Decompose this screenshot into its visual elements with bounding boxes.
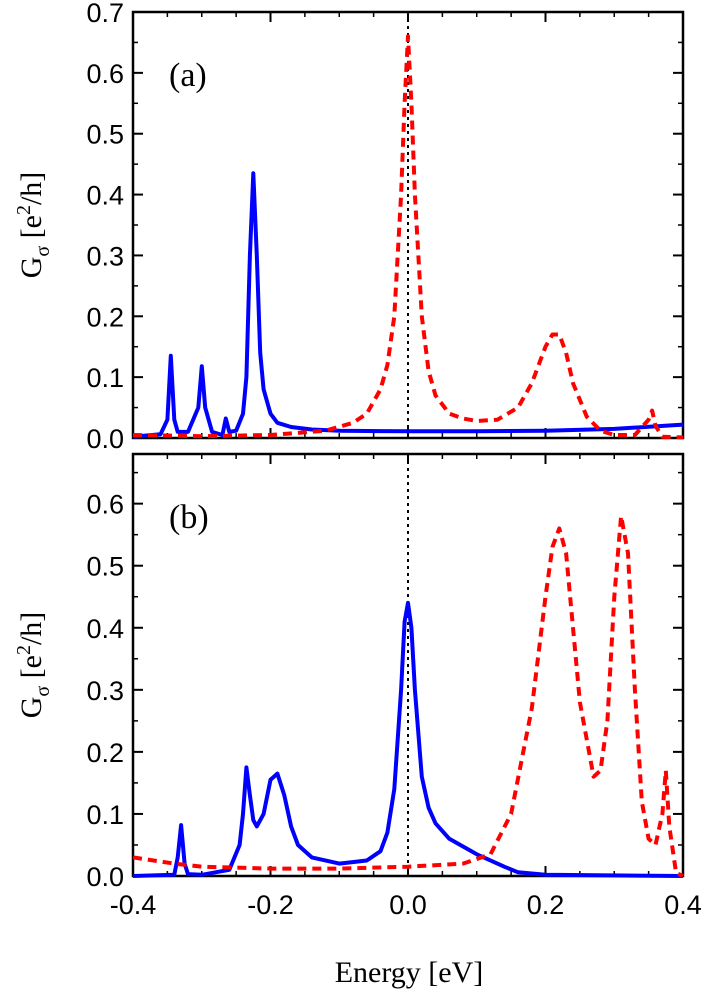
panel-label-a: (a) <box>169 57 207 94</box>
y-axis-label-close: /h] <box>15 172 48 205</box>
panel-label-b: (b) <box>169 499 209 536</box>
y-tick-label: 0.4 <box>86 181 124 211</box>
x-tick-label: -0.2 <box>247 890 294 920</box>
y-tick-label: 0.7 <box>86 0 124 28</box>
y-tick-label: 0.0 <box>86 862 124 892</box>
y-axis-label-sup: 2 <box>13 645 35 655</box>
y-tick-label: 0.0 <box>86 424 124 454</box>
series-dashed-b <box>132 514 684 878</box>
y-tick-label: 0.4 <box>86 614 124 644</box>
y-axis-label-b: Gσ [e2/h] <box>13 612 54 719</box>
x-tick-label: -0.4 <box>110 890 157 920</box>
x-tick-label: 0.0 <box>389 890 427 920</box>
y-tick-label: 0.3 <box>86 676 124 706</box>
y-axis-label-close: /h] <box>15 612 48 645</box>
y-tick-label: 0.3 <box>86 241 124 271</box>
y-tick-label: 0.6 <box>86 59 124 89</box>
panel-b: 0.0 0.1 0.2 0.3 0.4 0.5 0.6 -0.4 -0.2 0.0 0.2 0.4 (b… <box>13 452 702 920</box>
y-tick-label: 0.1 <box>86 800 124 830</box>
y-axis-label-base: G <box>15 697 48 719</box>
y-axis-label-open: [e <box>15 215 48 246</box>
y-tick-label: 0.5 <box>86 552 124 582</box>
series-solid-b <box>132 600 684 878</box>
y-tick-label: 0.2 <box>86 302 124 332</box>
y-axis-label-a: Gσ [e2/h] <box>13 172 54 279</box>
x-axis-label: Energy [eV] <box>335 956 484 989</box>
y-axis-label-open: [e <box>15 655 48 686</box>
x-tick-label: 0.2 <box>527 890 565 920</box>
y-tick-label: 0.2 <box>86 738 124 768</box>
y-axis-label-sub: σ <box>32 246 54 257</box>
y-axis-label-base: G <box>15 257 48 279</box>
y-tick-label: 0.6 <box>86 490 124 520</box>
y-axis-label-sub: σ <box>32 686 54 697</box>
series-solid-a <box>132 171 684 439</box>
panel-a: 0.0 0.1 0.2 0.3 0.4 0.5 0.6 0.7 (a) Gσ [e2/h] <box>13 0 685 454</box>
y-tick-label: 0.5 <box>86 120 124 150</box>
x-tick-label: 0.4 <box>664 890 702 920</box>
y-axis-label-sup: 2 <box>13 205 35 215</box>
y-tick-label: 0.1 <box>86 363 124 393</box>
